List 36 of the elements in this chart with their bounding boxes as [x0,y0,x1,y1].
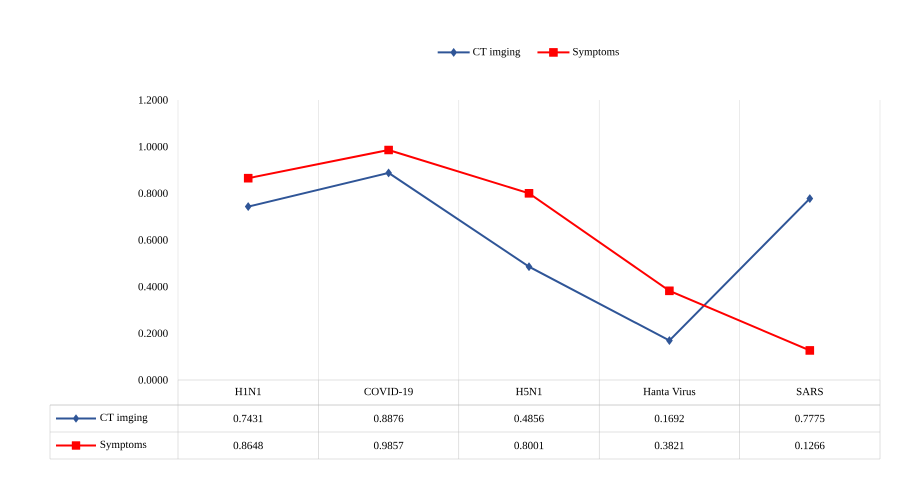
data-label: 0.4856 [514,414,544,422]
y-tick-label: 0.2000 [138,330,168,338]
data-label: 0.9857 [374,442,404,450]
text: CT imging [100,414,148,424]
y-tick-label: 0.6000 [138,236,168,244]
x-tick-label: H1N1 [235,388,261,396]
y-tick-label: 0.8000 [138,190,168,198]
point [526,262,532,271]
x-tick-label: H5N1 [516,388,542,396]
point [665,286,674,296]
x-tick-label: COVID-19 [364,388,413,396]
y-tick-label: 1.0000 [138,142,168,150]
data-label: 0.1692 [654,414,684,422]
legend-label: Symptoms [573,48,619,58]
point [244,174,253,183]
data-label: 0.1266 [795,442,825,450]
point [244,202,252,211]
y-tick-label: 1.2000 [138,96,168,104]
point [385,168,392,178]
point [384,146,393,154]
x-tick-label: Hanta Virus [643,388,696,396]
legend-label: CT imging [473,48,520,58]
point [806,346,814,355]
data-label: 0.8876 [374,414,404,422]
data-label: 0.3821 [654,442,684,450]
data-label: 0.8001 [514,442,544,450]
point [666,336,673,345]
x-tick-label: SARS [796,388,823,396]
data-label: 0.8648 [234,442,263,450]
y-tick-label: 0.0000 [138,376,168,384]
point [524,189,534,198]
point [806,194,814,203]
data-label: 0.7775 [795,414,824,422]
text: Symptoms [100,440,146,450]
y-tick-label: 0.4000 [138,282,168,290]
data-label: 0.7431 [234,414,263,422]
